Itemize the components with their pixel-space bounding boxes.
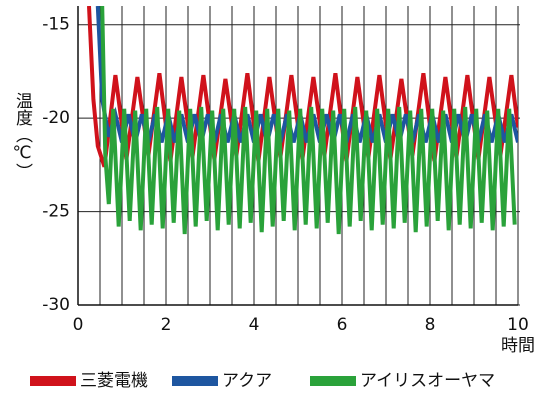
- y-tick-label: -25: [42, 202, 70, 222]
- legend-swatch: [310, 376, 356, 386]
- x-tick-label: 2: [161, 315, 172, 335]
- x-tick-label: 0: [73, 315, 84, 335]
- legend-label: 三菱電機: [80, 371, 148, 391]
- legend-swatch: [30, 376, 76, 386]
- y-tick-label: -30: [42, 295, 70, 315]
- x-tick-label: 6: [337, 315, 348, 335]
- x-tick-label: 8: [425, 315, 436, 335]
- legend-swatch: [172, 376, 218, 386]
- x-tick-label: 4: [249, 315, 260, 335]
- series-line: [100, 6, 517, 235]
- legend-label: アクア: [222, 371, 272, 391]
- y-axis-label: 温度（℃）: [12, 92, 33, 180]
- legend-label: アイリスオーヤマ: [360, 371, 495, 391]
- y-tick-label: -20: [42, 108, 70, 128]
- plot-lines: [87, 6, 518, 235]
- x-axis-label: 時間: [501, 336, 535, 356]
- y-tick-label: -15: [42, 15, 70, 35]
- x-tick-label: 10: [507, 315, 529, 335]
